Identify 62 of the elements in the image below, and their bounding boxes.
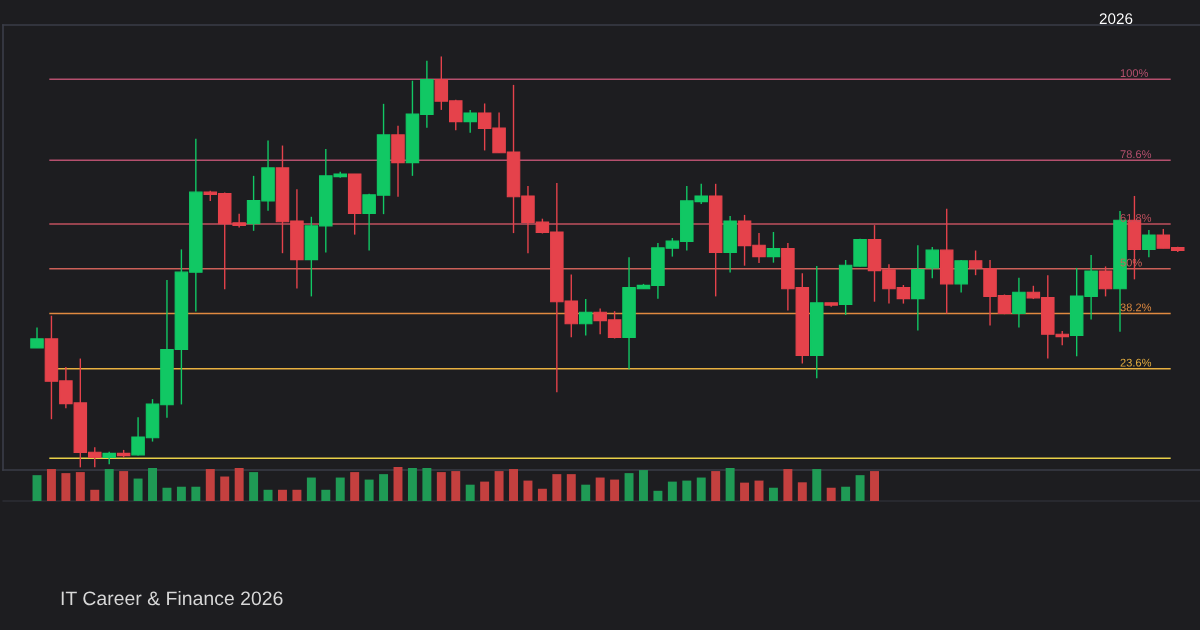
bar <box>104 469 114 501</box>
bar <box>494 471 504 501</box>
bar <box>841 486 851 501</box>
bar <box>826 487 836 501</box>
bar <box>249 472 259 501</box>
bar <box>234 468 244 501</box>
text: IT Career & Finance 2026 <box>61 590 283 606</box>
text: 2026 <box>1099 13 1133 25</box>
bar <box>581 484 591 501</box>
bar <box>422 468 432 501</box>
bar <box>653 490 663 501</box>
bar <box>639 470 648 501</box>
bar <box>610 479 620 501</box>
bar <box>191 486 201 501</box>
bar <box>263 489 273 501</box>
bar <box>176 486 186 501</box>
bar <box>335 477 345 501</box>
bar <box>90 489 100 501</box>
bar <box>768 487 778 501</box>
bar <box>595 477 605 501</box>
bar <box>552 474 562 501</box>
bar <box>306 477 316 501</box>
bar <box>278 489 287 501</box>
bar <box>682 480 692 501</box>
bar <box>480 481 490 501</box>
bar <box>465 484 475 501</box>
bar <box>523 480 533 501</box>
bar <box>220 476 230 501</box>
bar <box>148 468 157 501</box>
bar <box>855 475 865 501</box>
bar <box>696 477 706 501</box>
bar <box>364 479 374 501</box>
bar <box>451 471 461 501</box>
bar <box>407 468 417 501</box>
bar <box>566 474 576 501</box>
bar <box>321 489 331 501</box>
bar <box>436 472 446 501</box>
bar <box>61 473 71 501</box>
bar <box>667 481 677 501</box>
bar <box>812 469 822 501</box>
bar <box>725 468 735 501</box>
bar <box>350 472 360 501</box>
bar <box>379 474 389 501</box>
bar <box>870 471 879 501</box>
bar <box>46 469 56 501</box>
bar <box>75 472 85 501</box>
y-tick-label: 78.6% <box>1120 150 1152 159</box>
bar <box>119 471 129 501</box>
bar <box>797 482 807 501</box>
bar <box>783 469 793 501</box>
y-tick-label: 23.6% <box>1120 358 1152 367</box>
bar <box>711 471 721 501</box>
bar <box>740 482 750 501</box>
bar <box>32 475 42 501</box>
bar <box>292 489 302 501</box>
bar <box>133 478 143 501</box>
y-tick-label: 100% <box>1120 69 1149 78</box>
bar <box>162 487 172 501</box>
bar <box>624 473 634 501</box>
bar <box>537 488 547 501</box>
bar <box>205 469 215 501</box>
bar <box>509 469 518 501</box>
